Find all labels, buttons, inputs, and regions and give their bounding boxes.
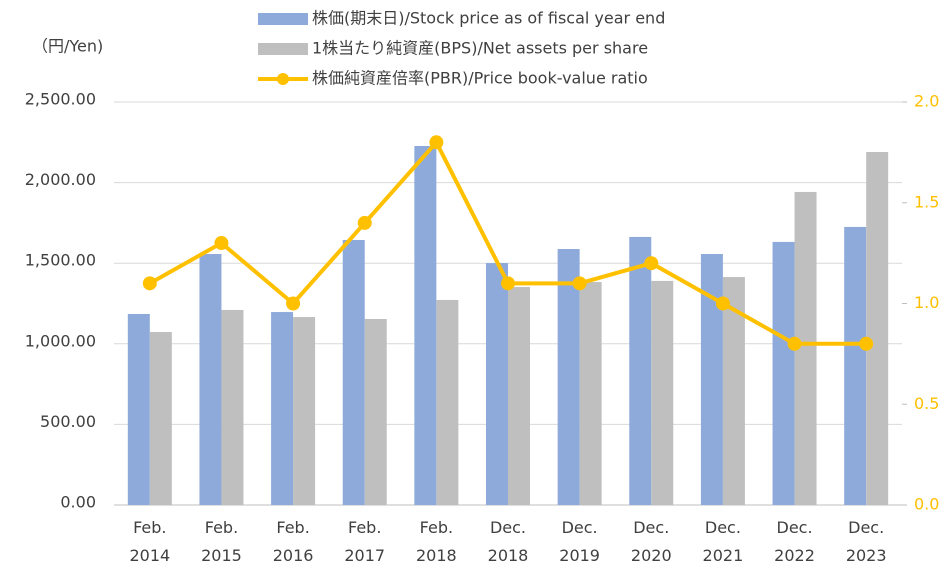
line-marker [644,256,659,271]
line-marker [501,276,515,291]
x-tick-label: Dec. 2022 [774,518,815,565]
x-tick-label: Feb. 2017 [344,518,386,565]
y2-tick-label: 1.0 [914,293,939,312]
legend-label: 1株当たり純資産(BPS)/Net assets per share [312,39,648,58]
line-marker [715,296,730,311]
y-tick-label: 1,000.00 [25,331,96,350]
x-tick-label: Dec. 2020 [630,518,672,565]
y2-tick-label: 1.5 [914,192,939,211]
bar [221,309,244,505]
bar [342,239,365,506]
x-tick-label: Feb. 2018 [416,518,457,565]
bar [508,287,530,505]
y2-tick-label: 0.0 [914,495,939,514]
x-tick-label: Feb. 2015 [201,518,242,565]
bar [436,299,459,505]
bar [651,280,674,505]
bar [127,313,150,505]
y-tick-label: 2,000.00 [25,170,96,189]
line-marker [572,276,587,291]
y-unit-label: （円/Yen) [32,37,103,56]
x-tick-label: Dec. 2021 [702,518,744,565]
legend-swatch [277,73,289,85]
legend-swatch [258,43,308,55]
bar [794,191,817,506]
bar [293,317,316,505]
bar [579,282,602,505]
y-tick-label: 0.00 [60,493,96,512]
legend-label: 株価(期末日)/Stock price as of fiscal year en… [312,9,665,28]
legend-label: 株価純資産倍率(PBR)/Price book-value ratio [312,69,648,88]
bar [364,318,387,505]
line-marker [286,296,301,311]
bar [844,226,867,505]
bar [149,332,172,505]
bar [414,146,437,505]
y-tick-label: 500.00 [40,412,96,431]
line-marker [859,336,874,351]
bar [866,151,889,506]
y-tick-label: 1,500.00 [25,251,96,270]
bar [772,241,795,505]
y-tick-label: 2,500.00 [25,90,96,109]
bar [629,236,652,506]
x-tick-label: Feb. 2014 [129,518,171,565]
x-tick-label: Dec. 2023 [845,518,887,565]
line-marker [429,135,444,150]
bar [486,263,508,505]
y2-tick-label: 2.0 [914,92,939,111]
bar [557,249,580,505]
x-tick-label: Dec. 2019 [559,518,600,565]
bar [199,254,222,505]
bar [271,312,294,505]
x-tick-label: Feb. 2016 [272,518,314,565]
line-marker [787,336,802,351]
line-marker [142,276,157,291]
bar [722,277,745,505]
x-tick-label: Dec. 2018 [487,518,529,565]
line-marker [357,215,372,230]
bar [700,254,723,505]
y2-tick-label: 0.5 [914,394,939,413]
legend-swatch [258,13,308,25]
line-marker [214,236,229,251]
